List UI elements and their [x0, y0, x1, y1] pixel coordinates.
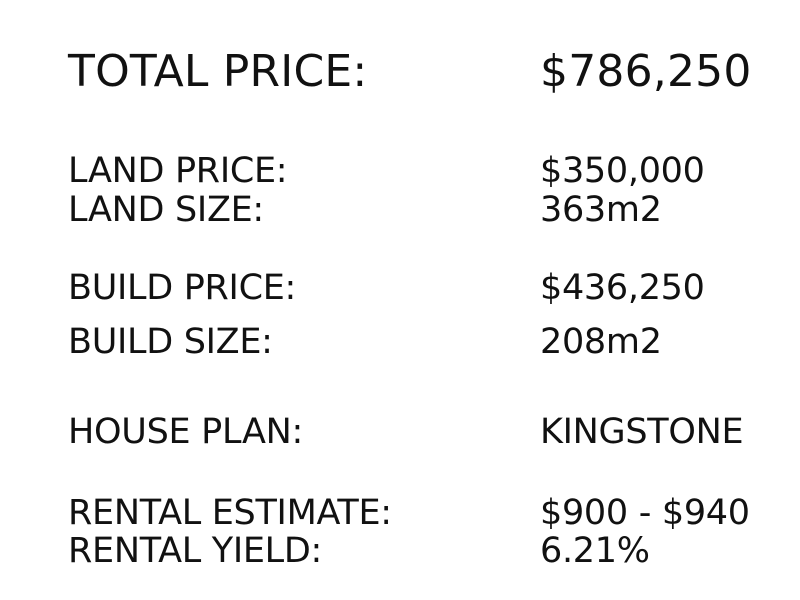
build-size-value: 208m2 — [540, 322, 662, 362]
build-price-label: BUILD PRICE: — [68, 268, 297, 308]
land-size-value: 363m2 — [540, 190, 662, 230]
total-price-value: $786,250 — [540, 46, 752, 97]
land-price-value: $350,000 — [540, 151, 705, 191]
house-plan-value: KINGSTONE — [540, 412, 744, 452]
build-size-label: BUILD SIZE: — [68, 322, 273, 362]
rental-estimate-label: RENTAL ESTIMATE: — [68, 493, 392, 533]
total-price-label: TOTAL PRICE: — [68, 46, 368, 97]
build-price-value: $436,250 — [540, 268, 705, 308]
rental-yield-label: RENTAL YIELD: — [68, 531, 323, 571]
land-price-label: LAND PRICE: — [68, 151, 288, 191]
rental-yield-value: 6.21% — [540, 531, 650, 571]
land-size-label: LAND SIZE: — [68, 190, 264, 230]
rental-estimate-value: $900 - $940 — [540, 493, 750, 533]
house-plan-label: HOUSE PLAN: — [68, 412, 303, 452]
